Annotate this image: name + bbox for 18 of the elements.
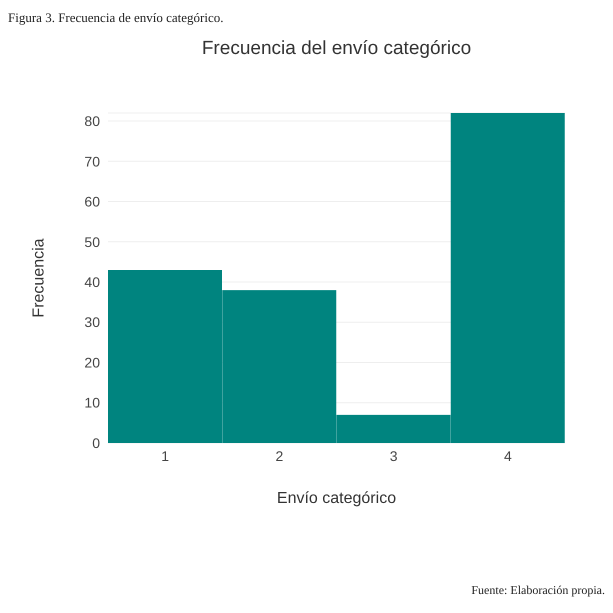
- x-axis-title: Envío categórico: [276, 490, 396, 507]
- y-tick-label: 70: [84, 153, 100, 170]
- text: Figura 3. Frecuencia de envío categórico.: [8, 10, 224, 26]
- source-note: Fuente: Elaboración propia.: [471, 583, 605, 598]
- y-tick-label: 0: [92, 434, 100, 451]
- y-tick-label: 40: [84, 274, 100, 290]
- x-tick-label: 4: [504, 448, 512, 464]
- y-tick-label: 80: [84, 113, 100, 130]
- y-tick-label: 50: [84, 234, 100, 250]
- chart-title: Frecuencia del envío categórico: [200, 38, 472, 60]
- x-tick-label: 2: [275, 448, 284, 464]
- y-tick-label: 60: [84, 194, 100, 210]
- x-tick-label: 3: [390, 448, 398, 464]
- y-tick-label: 10: [84, 394, 100, 411]
- x-tick-label: 1: [161, 448, 170, 464]
- y-tick-label: 30: [84, 314, 100, 330]
- y-axis-title: Frecuencia: [30, 238, 48, 318]
- y-tick-label: 20: [84, 354, 100, 370]
